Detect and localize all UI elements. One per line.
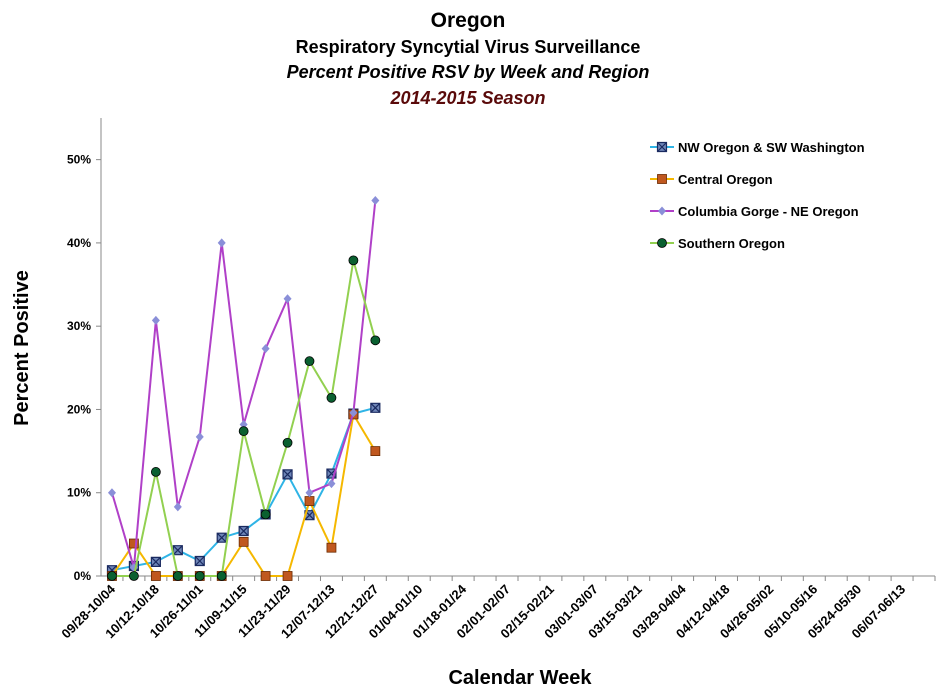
chart-subtitle: Respiratory Syncytial Virus Surveillance [296,37,641,57]
data-point [150,571,161,581]
y-tick-label: 40% [67,236,91,250]
data-point [304,510,315,521]
data-point [327,479,336,489]
data-point [217,238,226,248]
data-point [216,532,227,543]
legend-marker [656,141,668,153]
data-point [305,488,314,498]
data-point [195,432,204,442]
legend-marker [657,174,667,184]
data-point [261,344,270,354]
data-point [282,571,293,581]
data-point [304,356,315,367]
y-tick-label: 0% [74,569,92,583]
data-point [283,294,292,304]
chart-subtitle: 2014-2015 Season [389,88,545,108]
data-point [107,571,117,581]
data-point [370,446,381,456]
data-point [172,571,183,581]
data-point [173,502,182,512]
chart-title: Oregon [431,9,506,32]
y-tick-label: 50% [67,153,91,167]
data-point [260,571,271,581]
data-point [238,525,249,537]
data-point [216,571,227,581]
data-point [370,335,381,346]
data-point [107,488,116,498]
y-tick-label: 20% [67,402,91,416]
legend-marker [658,206,666,216]
data-point [260,509,271,520]
data-point [326,392,337,403]
data-point [371,195,380,205]
legend-label: Southern Oregon [678,236,785,251]
legend-label: Columbia Gorge - NE Oregon [678,204,859,219]
y-tick-label: 10% [67,486,91,500]
data-point [282,469,293,480]
data-point [172,545,183,556]
legend-label: Central Oregon [678,172,773,187]
data-point [194,571,205,581]
legend-label: NW Oregon & SW Washington [678,140,865,155]
data-point [326,542,337,553]
data-point [349,408,358,418]
data-point [348,255,359,266]
y-tick-label: 30% [67,319,91,333]
data-point [194,555,205,567]
data-point [129,571,139,581]
series-line [111,200,377,568]
data-point [150,467,161,477]
data-point [304,496,315,506]
data-point [150,556,161,567]
y-axis-label: Percent Positive [11,270,33,426]
data-point [129,538,139,549]
legend-marker [657,238,667,248]
chart-subtitle: Percent Positive RSV by Week and Region [287,62,650,82]
data-point [238,536,249,547]
data-point [370,402,381,413]
data-point [151,315,160,325]
data-point [282,437,293,448]
data-point [238,426,249,437]
x-axis-label: Calendar Week [448,667,592,689]
